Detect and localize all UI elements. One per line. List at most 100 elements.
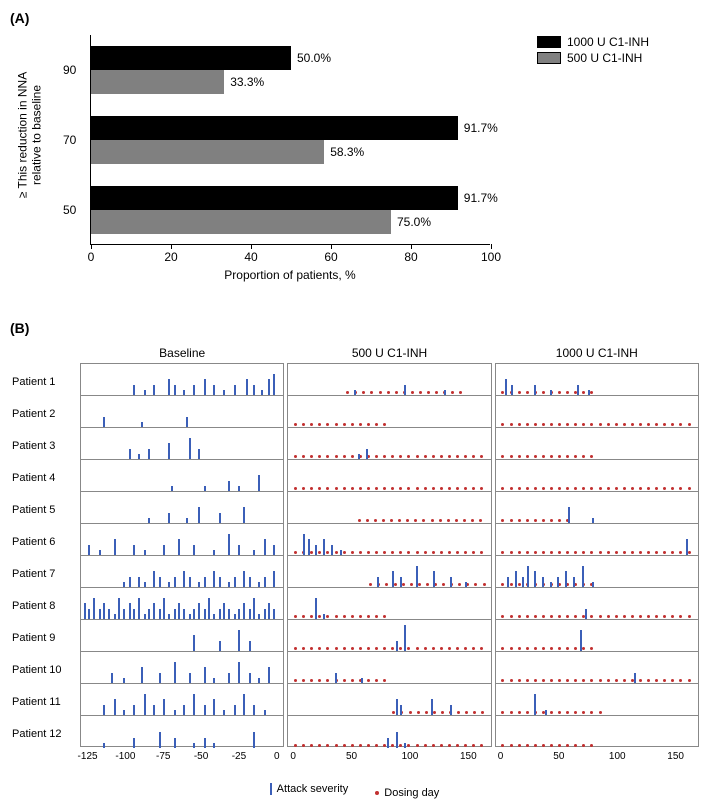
dose-dot [679, 487, 682, 490]
patient-label: Patient 9 [10, 622, 78, 654]
dose-dot [558, 455, 561, 458]
attack-bar [153, 385, 155, 395]
dose-dot [418, 583, 421, 586]
dose-dot [510, 583, 513, 586]
attack-bar [123, 582, 125, 587]
bar-value-label: 91.7% [464, 191, 498, 205]
dose-dot [623, 615, 626, 618]
attack-bar [253, 732, 255, 748]
patient-row [288, 716, 490, 748]
x-tick-label: 0 [274, 751, 280, 762]
patient-row [81, 588, 283, 620]
panel-a-chart: 0204060801009050.0%33.3%7091.7%58.3%5091… [90, 35, 490, 245]
attack-bar [253, 550, 255, 555]
dose-dot [526, 423, 529, 426]
bar-value-label: 50.0% [297, 51, 331, 65]
x-tick-label: 100 [609, 751, 626, 762]
dose-dot [425, 711, 428, 714]
attack-bar [153, 603, 155, 619]
attack-bar [573, 577, 575, 587]
dose-dot [599, 679, 602, 682]
dose-dot [398, 519, 401, 522]
patient-row [288, 492, 490, 524]
attack-bar [204, 705, 206, 715]
attack-bar [431, 699, 433, 715]
dose-dot [663, 487, 666, 490]
attack-bar [186, 417, 188, 427]
dose-dot [416, 487, 419, 490]
attack-bar [238, 630, 240, 651]
attack-bar [258, 475, 260, 491]
attack-bar [238, 486, 240, 491]
attack-bar [396, 732, 398, 748]
dose-dot [550, 423, 553, 426]
x-tick-label: 50 [553, 751, 564, 762]
sub-panel-title: 1000 U C1-INH [495, 346, 699, 360]
dose-dot [383, 647, 386, 650]
patient-row [288, 524, 490, 556]
dose-dot [367, 423, 370, 426]
dose-dot [335, 487, 338, 490]
attack-bar [268, 603, 270, 619]
dose-dot [310, 423, 313, 426]
attack-bar [354, 390, 356, 395]
dose-dot [302, 615, 305, 618]
dose-dot [518, 711, 521, 714]
attack-bar [193, 635, 195, 651]
dose-dot [440, 487, 443, 490]
attack-bar [144, 550, 146, 555]
dose-dot [318, 455, 321, 458]
dose-dot [582, 679, 585, 682]
dose-dot [550, 711, 553, 714]
attack-bar [171, 486, 173, 491]
dose-dot [647, 551, 650, 554]
dose-dot [343, 551, 346, 554]
patient-label: Patient 4 [10, 462, 78, 494]
dose-dot [550, 519, 553, 522]
attack-bar [228, 534, 230, 555]
dose-dot [526, 711, 529, 714]
patient-row [81, 620, 283, 652]
dose-dot [302, 679, 305, 682]
dose-dot [399, 455, 402, 458]
dose-dot [647, 679, 650, 682]
bar [91, 186, 458, 210]
legend-text: 1000 U C1-INH [567, 35, 649, 49]
dose-dot [351, 487, 354, 490]
attack-bar [634, 673, 636, 683]
dose-dot [480, 487, 483, 490]
x-tick-mark [91, 244, 92, 249]
attack-bar [174, 710, 176, 715]
dose-dot [343, 647, 346, 650]
attack-bar [268, 667, 270, 683]
dose-dot [351, 679, 354, 682]
attack-bar [249, 673, 251, 683]
legend-swatch [537, 52, 561, 64]
dose-dot [631, 423, 634, 426]
dose-dot [566, 615, 569, 618]
attack-bar [228, 582, 230, 587]
dose-dot [432, 551, 435, 554]
attack-bar [246, 379, 248, 395]
dose-dot [671, 487, 674, 490]
x-tick-col: 050100150 [287, 747, 491, 775]
dose-dot [534, 423, 537, 426]
patient-row [288, 396, 490, 428]
dose-dot [448, 455, 451, 458]
dose-dot [647, 487, 650, 490]
dose-dot [671, 615, 674, 618]
dose-dot [464, 487, 467, 490]
dose-dot [465, 711, 468, 714]
attack-bar [400, 577, 402, 587]
attack-bar [585, 609, 587, 619]
attack-bar [178, 603, 180, 619]
patient-row [496, 588, 698, 620]
dose-dot [582, 647, 585, 650]
dose-dot [639, 487, 642, 490]
dose-dot [375, 551, 378, 554]
patient-label: Patient 2 [10, 398, 78, 430]
dose-dot [501, 647, 504, 650]
attack-bar [450, 577, 452, 587]
dose-dot [294, 551, 297, 554]
dose-dot [590, 615, 593, 618]
